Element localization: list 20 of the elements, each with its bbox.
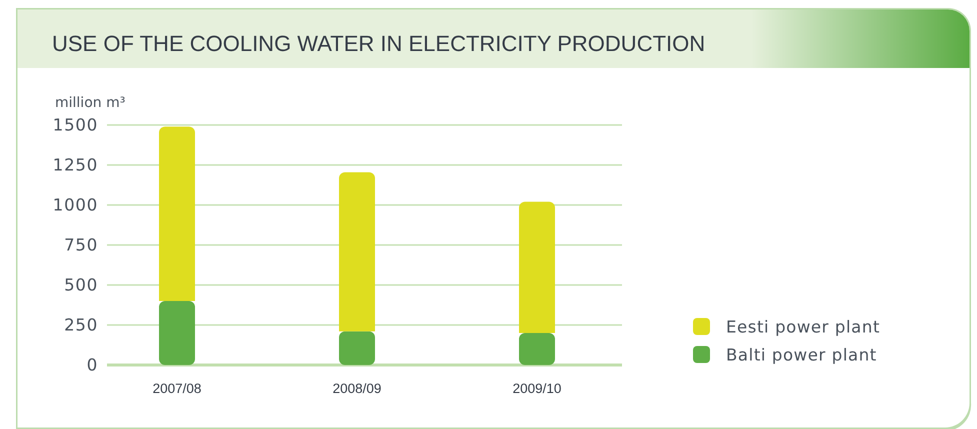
- bar: [339, 172, 375, 332]
- chart-title: USE OF THE COOLING WATER IN ELECTRICITY PRODUCTION: [52, 31, 706, 56]
- y-tick-label: 0: [86, 356, 98, 374]
- y-axis-title: million m³: [55, 95, 126, 111]
- legend-label: Eesti power plant: [726, 317, 880, 336]
- x-tick-label: 2009/10: [512, 381, 562, 396]
- y-tick-label: 1500: [52, 116, 98, 134]
- bar: [519, 202, 555, 333]
- y-tick-label: 500: [64, 276, 98, 294]
- x-tick-label: 2008/09: [332, 381, 382, 396]
- bar: [339, 331, 375, 365]
- y-tick-label: 1000: [52, 196, 98, 214]
- x-tick-label: 2007/08: [152, 381, 202, 396]
- legend-label: Balti power plant: [726, 345, 877, 364]
- y-tick-label: 250: [64, 316, 98, 334]
- bar: [159, 126, 195, 301]
- bar: [159, 301, 195, 365]
- y-tick-label: 1250: [52, 156, 98, 174]
- y-tick-label: 750: [64, 236, 98, 254]
- bar: [519, 333, 555, 365]
